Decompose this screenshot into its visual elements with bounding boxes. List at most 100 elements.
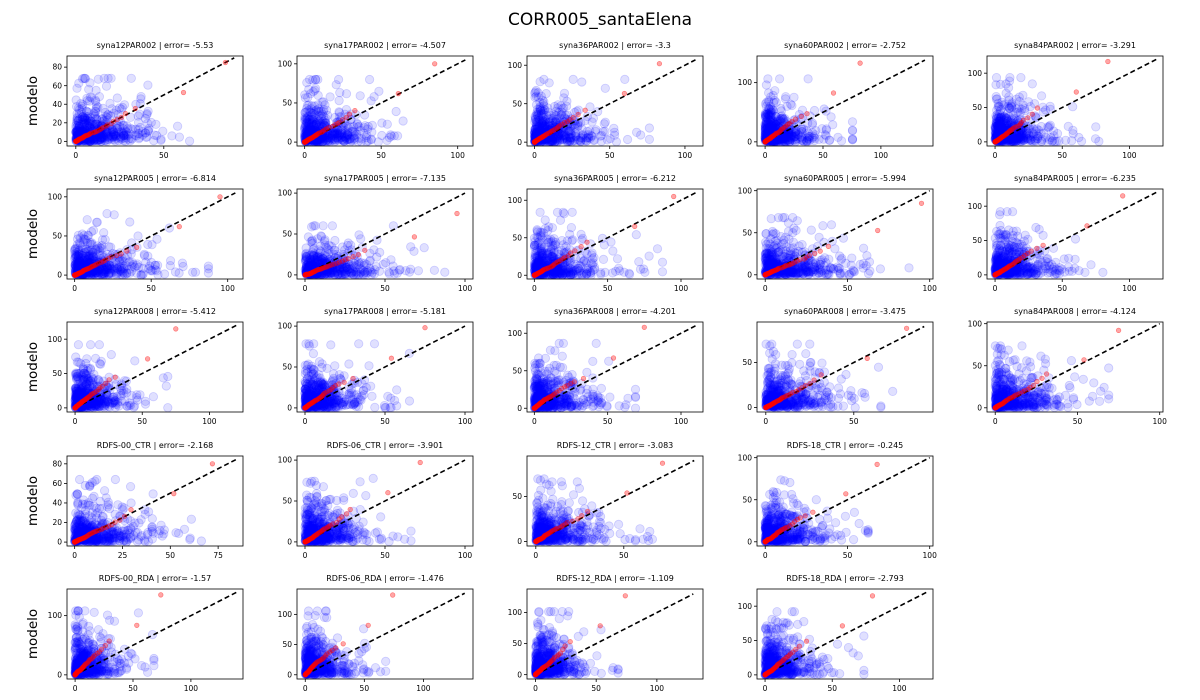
scatter-point [386,131,396,141]
x-tick-label: 0 [303,284,308,293]
scatter-point [75,121,85,131]
scatter-point [72,128,82,138]
scatter-point [374,86,384,96]
scatter-point [308,119,318,129]
scatter-point [312,115,322,125]
scatter-point [343,127,353,137]
scatter-point [307,121,318,131]
scatter-point [346,136,356,146]
scatter-point [134,129,144,139]
plot-area [70,192,236,279]
scatter-point [301,125,311,135]
scatter-point [71,120,81,131]
scatter-point [318,106,328,117]
scatter-point [94,135,105,145]
scatter-point [350,130,360,140]
scatter-point [761,80,772,90]
scatter-point [300,129,310,139]
scatter-point [302,100,312,111]
scatter-point [301,126,312,136]
scatter-point [306,125,316,135]
y-tick-label: 100 [968,69,983,78]
scatter-point [328,129,338,139]
scatter-point [339,132,350,142]
scatter-point [847,125,858,135]
scatter-point [99,132,109,142]
x-tick-label: 50 [376,151,386,160]
scatter-point [821,124,832,134]
quantile-point [584,239,590,245]
scatter-point [310,110,320,120]
scatter-point [644,134,655,144]
scatter-point [833,132,843,142]
scatter-point [342,129,352,140]
scatter-point [135,122,145,133]
scatter-point [77,112,88,122]
scatter-point [86,116,96,127]
scatter-point [329,134,340,144]
scatter-point [306,126,316,136]
scatter-point [80,74,90,84]
scatter-point [127,124,137,134]
scatter-point [320,133,331,143]
scatter-point [1043,122,1053,132]
y-tick-label: 50 [512,99,522,108]
scatter-point [547,119,557,129]
scatter-point [532,107,542,118]
scatter-point [1027,79,1037,89]
plot-area [760,59,926,146]
scatter-point [366,134,376,144]
scatter-point [301,127,311,137]
scatter-point [98,103,108,114]
scatter-point [72,118,82,128]
scatter-point [342,135,352,145]
scatter-point [138,126,148,136]
scatter-point [75,126,85,136]
scatter-point [341,132,352,142]
scatter-point [100,129,111,139]
quantile-point [671,193,677,200]
scatter-point [776,106,787,116]
scatter-point [304,123,314,133]
y-tick-label: 60 [52,81,62,90]
scatter-point [577,77,587,87]
scatter-point [120,129,130,140]
quantile-point [857,60,863,66]
plot-area [760,189,931,279]
scatter-point [72,128,83,138]
subplot-title: syna84PAR002 | error= -3.291 [1014,41,1136,50]
scatter-point [73,127,83,137]
scatter-point [307,118,317,129]
scatter-point [532,116,542,127]
quantile-point [176,224,182,230]
scatter-point [140,128,150,138]
quantile-point [411,234,418,240]
scatter-point [76,126,86,136]
scatter-point [302,114,312,124]
scatter-point [96,136,106,146]
quantile-point [180,89,187,96]
scatter-point [1002,114,1012,124]
scatter-point [310,74,321,85]
scatter-point [138,130,148,140]
scatter-point [76,123,86,133]
scatter-point [73,125,83,135]
scatter-point [367,127,377,137]
scatter-point [103,131,113,141]
scatter-point [81,115,91,125]
scatter-point [300,115,310,125]
scatter-point [317,109,327,119]
quantile-point [792,116,799,122]
scatter-point [308,116,318,126]
y-tick-label: 100 [48,192,63,201]
scatter-point [92,217,102,227]
scatter-point [302,118,312,128]
scatter-point [107,131,117,141]
scatter-point [784,131,794,142]
scatter-point [638,264,649,274]
scatter-point [111,105,122,115]
scatter-point [307,101,317,111]
scatter-point [74,78,84,88]
quantile-point [1034,105,1040,111]
